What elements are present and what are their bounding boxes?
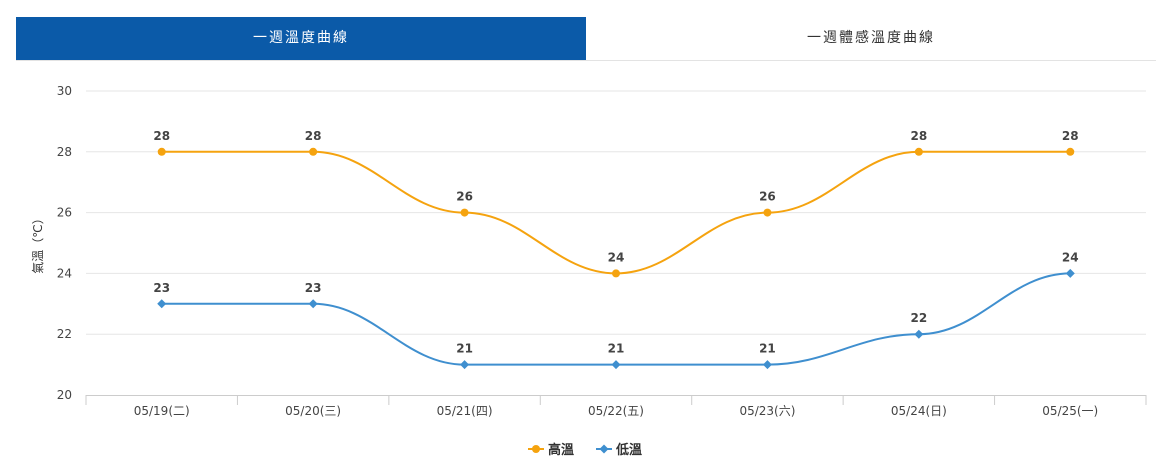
data-label: 28 <box>305 129 322 143</box>
data-point <box>157 147 166 156</box>
data-label: 24 <box>1062 250 1079 264</box>
data-point <box>460 208 469 217</box>
data-point <box>612 269 620 278</box>
data-label: 26 <box>759 190 776 204</box>
data-labels: 28 28 26 24 26 28 28 23 23 21 21 21 22 24 <box>153 129 1078 356</box>
data-point <box>308 299 318 309</box>
x-tick-label: 05/21(四) <box>437 404 493 418</box>
data-point <box>1065 268 1075 278</box>
legend-label: 高溫 <box>548 442 574 458</box>
data-point <box>762 360 772 370</box>
data-point <box>309 147 318 156</box>
y-tick-label: 20 <box>57 388 72 402</box>
legend: 高溫 低溫 <box>528 442 642 458</box>
x-tick-label: 05/24(日) <box>891 404 947 418</box>
tab-bar: 一週溫度曲線 一週體感溫度曲線 <box>16 17 1156 61</box>
legend-marker <box>532 445 540 453</box>
data-label: 23 <box>153 281 170 295</box>
data-label: 28 <box>1062 129 1079 143</box>
data-point <box>460 360 470 370</box>
legend-marker <box>599 444 609 454</box>
y-axis: 20 22 24 26 28 30 氣溫（℃） <box>31 84 72 402</box>
x-tick-label: 05/22(五) <box>588 404 644 418</box>
data-point <box>611 360 621 370</box>
tab-weekly-apparent-temperature[interactable]: 一週體感溫度曲線 <box>586 17 1156 60</box>
x-tick-label: 05/20(三) <box>285 404 341 418</box>
data-point <box>1066 147 1075 156</box>
grid-lines <box>86 90 1146 335</box>
x-tick-label: 05/25(一) <box>1042 404 1098 418</box>
y-tick-label: 30 <box>57 84 72 98</box>
data-label: 21 <box>608 342 625 356</box>
y-tick-label: 28 <box>57 145 72 159</box>
series-layer <box>157 147 1075 370</box>
data-point <box>763 208 772 217</box>
data-label: 28 <box>911 129 928 143</box>
data-label: 21 <box>759 342 776 356</box>
y-axis-label: 氣溫（℃） <box>31 212 45 273</box>
data-label: 28 <box>153 129 170 143</box>
y-tick-label: 24 <box>57 266 72 280</box>
data-point <box>157 299 167 309</box>
y-tick-label: 26 <box>57 206 72 220</box>
data-label: 23 <box>305 281 322 295</box>
data-label: 24 <box>608 250 625 264</box>
x-axis: 05/19(二) 05/20(三) 05/21(四) 05/22(五) 05/23(六)… <box>85 395 1147 418</box>
data-point <box>914 329 924 339</box>
data-label: 21 <box>456 342 473 356</box>
tab-weekly-temperature[interactable]: 一週溫度曲線 <box>16 17 586 60</box>
data-point <box>914 147 923 156</box>
y-tick-label: 22 <box>57 327 72 341</box>
legend-item-high[interactable]: 高溫 <box>528 442 574 458</box>
x-tick-label: 05/23(六) <box>739 404 795 418</box>
legend-label: 低溫 <box>615 442 642 458</box>
data-label: 26 <box>456 190 473 204</box>
data-label: 22 <box>911 311 928 325</box>
x-tick-label: 05/19(二) <box>134 404 190 418</box>
legend-item-low[interactable]: 低溫 <box>596 442 642 458</box>
